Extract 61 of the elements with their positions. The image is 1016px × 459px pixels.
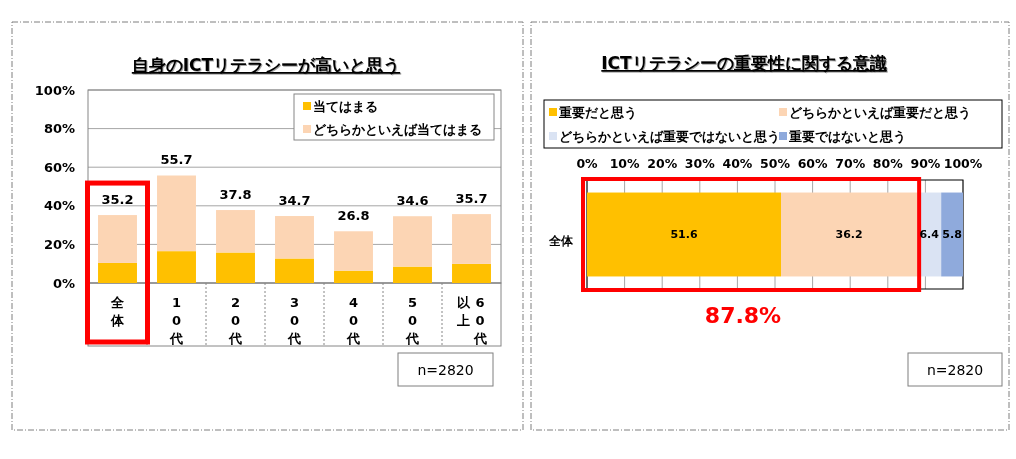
x-tick-label: 10代: [169, 295, 183, 346]
chart-title: 自身のICTリテラシーが高いと思う: [131, 55, 401, 75]
y-tick-label: 0%: [52, 275, 75, 291]
total-label: 37.8: [219, 187, 252, 203]
total-label: 34.6: [396, 193, 429, 209]
chart-title: ICTリテラシーの重要性に関する意識: [601, 53, 887, 73]
data-label: 51.6: [670, 228, 698, 241]
bar: [334, 270, 373, 283]
bar: [393, 266, 432, 283]
bar: [275, 258, 314, 283]
y-tick-label: 20%: [43, 236, 75, 252]
text: n=2820: [417, 361, 474, 378]
x-tick-label: 30代: [287, 295, 301, 346]
bar: [216, 210, 255, 253]
x-tick-label: 全体: [110, 295, 125, 328]
bar: [334, 231, 373, 271]
bar: [781, 192, 918, 277]
legend-label: 重要ではないと思う: [788, 128, 906, 144]
x-tick-label: 10%: [609, 155, 641, 171]
y-tick-label: 80%: [43, 121, 75, 137]
legend-label: どちらかといえば重要だと思う: [789, 104, 971, 120]
x-tick-label: 50代: [405, 295, 419, 346]
bar: [587, 192, 782, 277]
data-label: 5.8: [942, 228, 962, 241]
text: 87.8%: [704, 303, 782, 328]
bar: [393, 216, 432, 267]
bar: [216, 252, 255, 283]
bar: [275, 216, 314, 259]
data-label: 36.2: [835, 228, 863, 241]
y-tick-label: 100%: [34, 82, 75, 98]
total-label: 55.7: [160, 152, 193, 168]
legend-label: どちらかといえば重要ではないと思う: [559, 128, 780, 144]
text: n=2820: [926, 361, 984, 378]
bar: [452, 263, 491, 283]
bar: [452, 214, 491, 264]
x-tick-label: 60%: [797, 155, 829, 171]
category-label: 60代以上: [456, 295, 487, 346]
bar: [98, 215, 137, 263]
y-tick-label: 40%: [43, 198, 75, 214]
legend-label: 当てはまる: [313, 98, 378, 114]
x-tick-label: 70%: [835, 155, 866, 171]
x-tick-label: 40代: [346, 295, 360, 346]
x-tick-label: 40%: [722, 155, 753, 171]
bar: [157, 175, 196, 252]
bar: [941, 192, 963, 277]
x-tick-label: 90%: [910, 155, 941, 171]
x-tick-label: 0%: [576, 155, 599, 171]
x-tick-label: 20%: [647, 155, 678, 171]
x-tick-label: 100%: [943, 155, 983, 171]
x-tick-label: 80%: [872, 155, 904, 171]
total-label: 26.8: [337, 208, 370, 224]
total-label: 35.2: [101, 192, 134, 208]
total-label: 34.7: [278, 193, 311, 209]
legend-label: 重要だと思う: [558, 104, 637, 120]
x-tick-label: 50%: [760, 155, 791, 171]
x-tick-label: 20代: [228, 295, 242, 346]
bar: [157, 251, 196, 283]
x-tick-label: 30%: [684, 155, 716, 171]
legend-label: どちらかといえば当てはまる: [313, 121, 482, 137]
total-label: 35.7: [455, 191, 488, 207]
bar: [98, 262, 137, 283]
